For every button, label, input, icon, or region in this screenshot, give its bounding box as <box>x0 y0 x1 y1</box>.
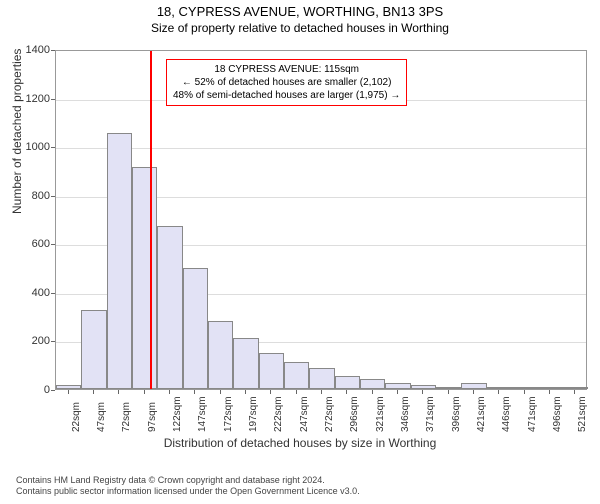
chart-container: 18, CYPRESS AVENUE, WORTHING, BN13 3PS S… <box>0 4 600 504</box>
footer-attribution: Contains HM Land Registry data © Crown c… <box>16 475 360 498</box>
histogram-bar <box>512 387 537 389</box>
x-tick-label: 222sqm <box>273 396 284 432</box>
x-tick-label: 346sqm <box>400 396 411 432</box>
y-tick-mark <box>51 147 55 148</box>
y-tick-label: 1000 <box>10 141 50 153</box>
x-tick-label: 471sqm <box>527 396 538 432</box>
y-tick-label: 200 <box>10 335 50 347</box>
y-tick-mark <box>51 341 55 342</box>
y-tick-mark <box>51 196 55 197</box>
x-tick-label: 371sqm <box>425 396 436 432</box>
histogram-bar <box>132 167 157 389</box>
x-tick-label: 421sqm <box>476 396 487 432</box>
y-tick-mark <box>51 390 55 391</box>
x-tick-mark <box>448 390 449 394</box>
x-tick-mark <box>296 390 297 394</box>
x-tick-label: 247sqm <box>299 396 310 432</box>
histogram-bar <box>537 387 562 389</box>
x-tick-label: 72sqm <box>121 402 132 432</box>
x-tick-mark <box>498 390 499 394</box>
histogram-bar <box>436 387 461 389</box>
x-tick-label: 172sqm <box>223 396 234 432</box>
histogram-bar <box>183 268 208 389</box>
histogram-bar <box>56 385 81 389</box>
grid-line <box>56 148 586 149</box>
x-tick-mark <box>144 390 145 394</box>
histogram-bar <box>563 387 588 389</box>
x-tick-label: 321sqm <box>375 396 386 432</box>
y-tick-mark <box>51 50 55 51</box>
x-tick-mark <box>245 390 246 394</box>
histogram-bar <box>335 376 360 389</box>
x-tick-mark <box>473 390 474 394</box>
y-tick-label: 1400 <box>10 44 50 56</box>
y-tick-label: 600 <box>10 238 50 250</box>
histogram-bar <box>411 385 436 389</box>
y-tick-label: 800 <box>10 190 50 202</box>
annotation-line: ← 52% of detached houses are smaller (2,… <box>173 76 400 89</box>
page-subtitle: Size of property relative to detached ho… <box>0 21 600 35</box>
marker-line <box>150 51 152 389</box>
x-tick-mark <box>372 390 373 394</box>
x-tick-label: 122sqm <box>172 396 183 432</box>
x-tick-mark <box>68 390 69 394</box>
histogram-bar <box>360 379 385 389</box>
x-tick-label: 296sqm <box>349 396 360 432</box>
x-tick-label: 396sqm <box>451 396 462 432</box>
histogram-bar <box>487 387 512 389</box>
histogram-bar <box>461 383 486 389</box>
x-tick-label: 47sqm <box>96 402 107 432</box>
histogram-bar <box>107 133 132 389</box>
x-tick-label: 147sqm <box>197 396 208 432</box>
x-tick-label: 521sqm <box>577 396 588 432</box>
x-tick-label: 197sqm <box>248 396 259 432</box>
x-tick-label: 22sqm <box>71 402 82 432</box>
y-tick-mark <box>51 99 55 100</box>
histogram-bar <box>81 310 106 389</box>
footer-line: Contains public sector information licen… <box>16 486 360 498</box>
x-tick-mark <box>93 390 94 394</box>
x-tick-mark <box>220 390 221 394</box>
histogram-bar <box>309 368 334 389</box>
y-tick-label: 1200 <box>10 93 50 105</box>
x-tick-mark <box>549 390 550 394</box>
x-tick-mark <box>574 390 575 394</box>
chart-plot-area: 18 CYPRESS AVENUE: 115sqm← 52% of detach… <box>55 50 587 390</box>
x-tick-mark <box>321 390 322 394</box>
x-tick-mark <box>270 390 271 394</box>
histogram-bar <box>259 353 284 389</box>
histogram-bar <box>157 226 182 389</box>
y-tick-label: 400 <box>10 287 50 299</box>
annotation-box: 18 CYPRESS AVENUE: 115sqm← 52% of detach… <box>166 59 407 106</box>
x-tick-mark <box>118 390 119 394</box>
x-tick-label: 97sqm <box>147 402 158 432</box>
histogram-bar <box>385 383 410 389</box>
x-tick-mark <box>524 390 525 394</box>
footer-line: Contains HM Land Registry data © Crown c… <box>16 475 360 487</box>
x-tick-label: 496sqm <box>552 396 563 432</box>
x-axis-label: Distribution of detached houses by size … <box>0 436 600 450</box>
annotation-line: 18 CYPRESS AVENUE: 115sqm <box>173 63 400 76</box>
histogram-bar <box>284 362 309 389</box>
page-title: 18, CYPRESS AVENUE, WORTHING, BN13 3PS <box>0 4 600 19</box>
y-tick-mark <box>51 244 55 245</box>
x-tick-mark <box>169 390 170 394</box>
histogram-bar <box>233 338 258 389</box>
y-tick-label: 0 <box>10 384 50 396</box>
y-tick-mark <box>51 293 55 294</box>
x-tick-mark <box>194 390 195 394</box>
x-tick-mark <box>422 390 423 394</box>
annotation-line: 48% of semi-detached houses are larger (… <box>173 89 400 102</box>
x-tick-mark <box>346 390 347 394</box>
x-tick-mark <box>397 390 398 394</box>
x-tick-label: 446sqm <box>501 396 512 432</box>
x-tick-label: 272sqm <box>324 396 335 432</box>
histogram-bar <box>208 321 233 389</box>
